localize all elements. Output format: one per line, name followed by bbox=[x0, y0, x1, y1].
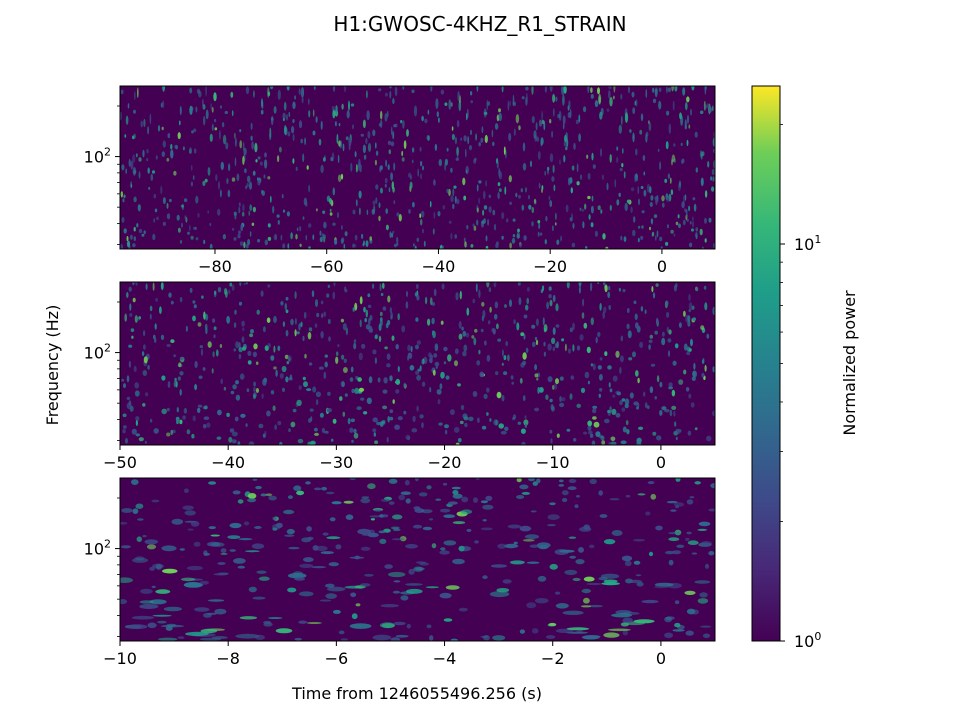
x-tick-label: −60 bbox=[310, 257, 344, 276]
panel-3: −10 −8 −6 −4 −2 0 102 bbox=[84, 477, 716, 668]
colorbar: 100 101 Normalized power bbox=[751, 85, 859, 651]
x-tick-label: 0 bbox=[656, 453, 666, 472]
x-tick-label: 0 bbox=[656, 649, 666, 668]
x-tick-label: −40 bbox=[422, 257, 456, 276]
x-tick-label: −20 bbox=[533, 257, 567, 276]
panel-1: −80 −60 −40 −20 0 102 bbox=[84, 85, 716, 276]
spectrogram-background bbox=[120, 86, 715, 249]
x-tick-label: 0 bbox=[657, 257, 667, 276]
y-tick-label: 102 bbox=[84, 146, 111, 167]
plot-frame bbox=[119, 477, 716, 642]
chart-title: H1:GWOSC-4KHZ_R1_STRAIN bbox=[333, 12, 626, 36]
colorbar-tick-label: 100 bbox=[794, 630, 821, 651]
spectrogram-texture bbox=[120, 86, 715, 249]
plot-frame bbox=[119, 85, 716, 250]
spectrogram-texture bbox=[121, 282, 715, 445]
colorbar-gradient bbox=[751, 85, 781, 642]
x-tick-label: −30 bbox=[319, 453, 353, 472]
x-tick-label: −10 bbox=[536, 453, 570, 472]
x-tick-label: −40 bbox=[211, 453, 245, 472]
x-tick-label: −10 bbox=[103, 649, 137, 668]
spectrogram-background bbox=[120, 282, 715, 445]
x-tick-label: −2 bbox=[541, 649, 565, 668]
x-tick-label: −20 bbox=[428, 453, 462, 472]
plot-frame bbox=[119, 281, 716, 446]
x-axis-label: Time from 1246055496.256 (s) bbox=[291, 684, 542, 703]
x-tick-label: −4 bbox=[433, 649, 457, 668]
x-tick-label: −8 bbox=[216, 649, 240, 668]
panel-2: −50 −40 −30 −20 −10 0 102 bbox=[84, 281, 716, 472]
x-tick-label: −6 bbox=[325, 649, 349, 668]
spectrogram-texture bbox=[120, 478, 715, 641]
x-tick-label: −50 bbox=[103, 453, 137, 472]
y-tick-label: 102 bbox=[84, 538, 111, 559]
x-tick-label: −80 bbox=[198, 257, 232, 276]
colorbar-label: Normalized power bbox=[840, 290, 859, 436]
y-tick-label: 102 bbox=[84, 342, 111, 363]
colorbar-tick-label: 101 bbox=[794, 233, 821, 254]
y-axis-label: Frequency (Hz) bbox=[43, 305, 62, 426]
colorbar-ticks: 100 101 bbox=[780, 124, 821, 651]
